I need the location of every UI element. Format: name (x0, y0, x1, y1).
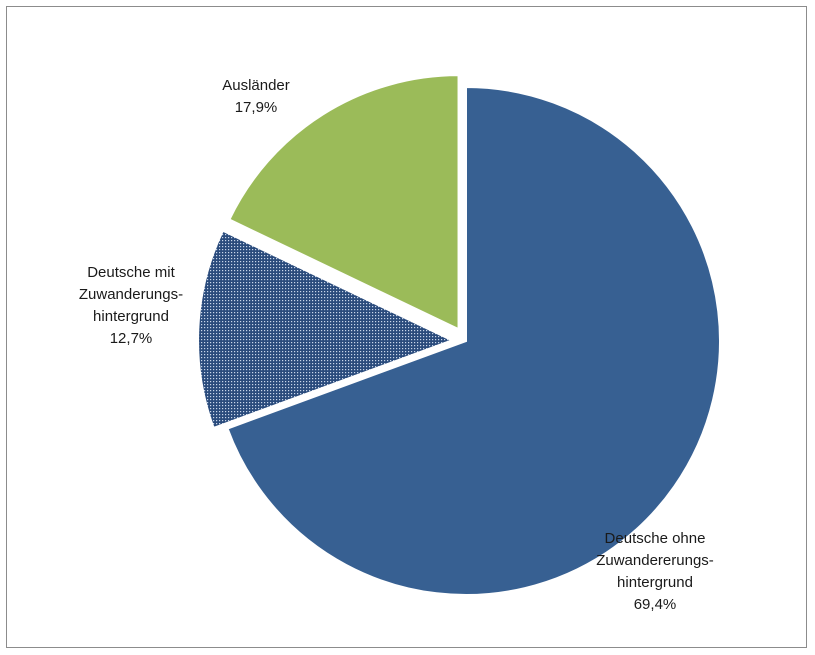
slice-value-label: 69,4% (633, 596, 677, 613)
slice-name-line-3: hintergrund (617, 574, 693, 591)
slice-name-line-2: Zuwandererungs- (596, 552, 714, 569)
slice-auslaender (228, 74, 460, 331)
slice-value-label: 17,9% (234, 99, 278, 116)
slice-label-deutsche-ohne: Deutsche ohne Zuwandererungs- hintergrun… (580, 528, 730, 616)
slice-name-line-3: hintergrund (93, 308, 169, 325)
slice-name-line-2: Zuwanderungs- (78, 286, 184, 303)
slice-deutsche-ohne (226, 85, 721, 596)
slice-label-auslaender: Ausländer 17,9% (201, 75, 311, 119)
slice-name-line-1: Ausländer (222, 77, 290, 94)
slice-deutsche-mit (197, 229, 455, 430)
slice-value-label: 12,7% (109, 330, 153, 347)
slice-label-deutsche-mit: Deutsche mit Zuwanderungs- hintergrund 1… (61, 262, 201, 350)
slice-name-line-1: Deutsche mit (87, 264, 175, 281)
slice-name-line-1: Deutsche ohne (604, 530, 706, 547)
